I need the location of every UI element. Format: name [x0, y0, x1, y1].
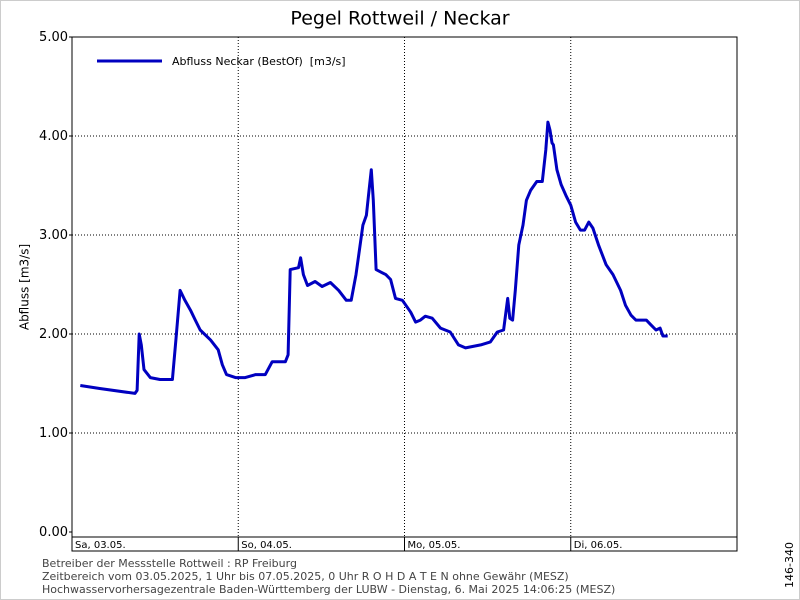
x-tick-label: Di, 06.05.	[574, 540, 623, 551]
x-tick-label: So, 04.05.	[241, 540, 292, 551]
y-axis-label: Abfluss [m3/s]	[18, 244, 32, 330]
footer-line: Betreiber der Messstelle Rottweil : RP F…	[42, 557, 297, 570]
y-tick-label: 0.00	[39, 525, 68, 540]
data-line	[80, 120, 668, 395]
x-tick-label: Mo, 05.05.	[408, 540, 461, 551]
y-tick-label: 5.00	[39, 30, 68, 45]
y-tick-label: 4.00	[39, 129, 68, 144]
legend-label: Abfluss Neckar (BestOf) [m3/s]	[172, 55, 346, 68]
footer-line: Hochwasservorhersagezentrale Baden-Württ…	[42, 583, 615, 596]
footer-line: Zeitbereich vom 03.05.2025, 1 Uhr bis 07…	[42, 570, 569, 583]
y-tick-label: 2.00	[39, 327, 68, 342]
chart-title: Pegel Rottweil / Neckar	[290, 8, 509, 30]
x-tick-label: Sa, 03.05.	[75, 540, 126, 551]
side-label: 146-340	[783, 542, 796, 588]
y-tick-label: 1.00	[39, 426, 68, 441]
y-tick-label: 3.00	[39, 228, 68, 243]
